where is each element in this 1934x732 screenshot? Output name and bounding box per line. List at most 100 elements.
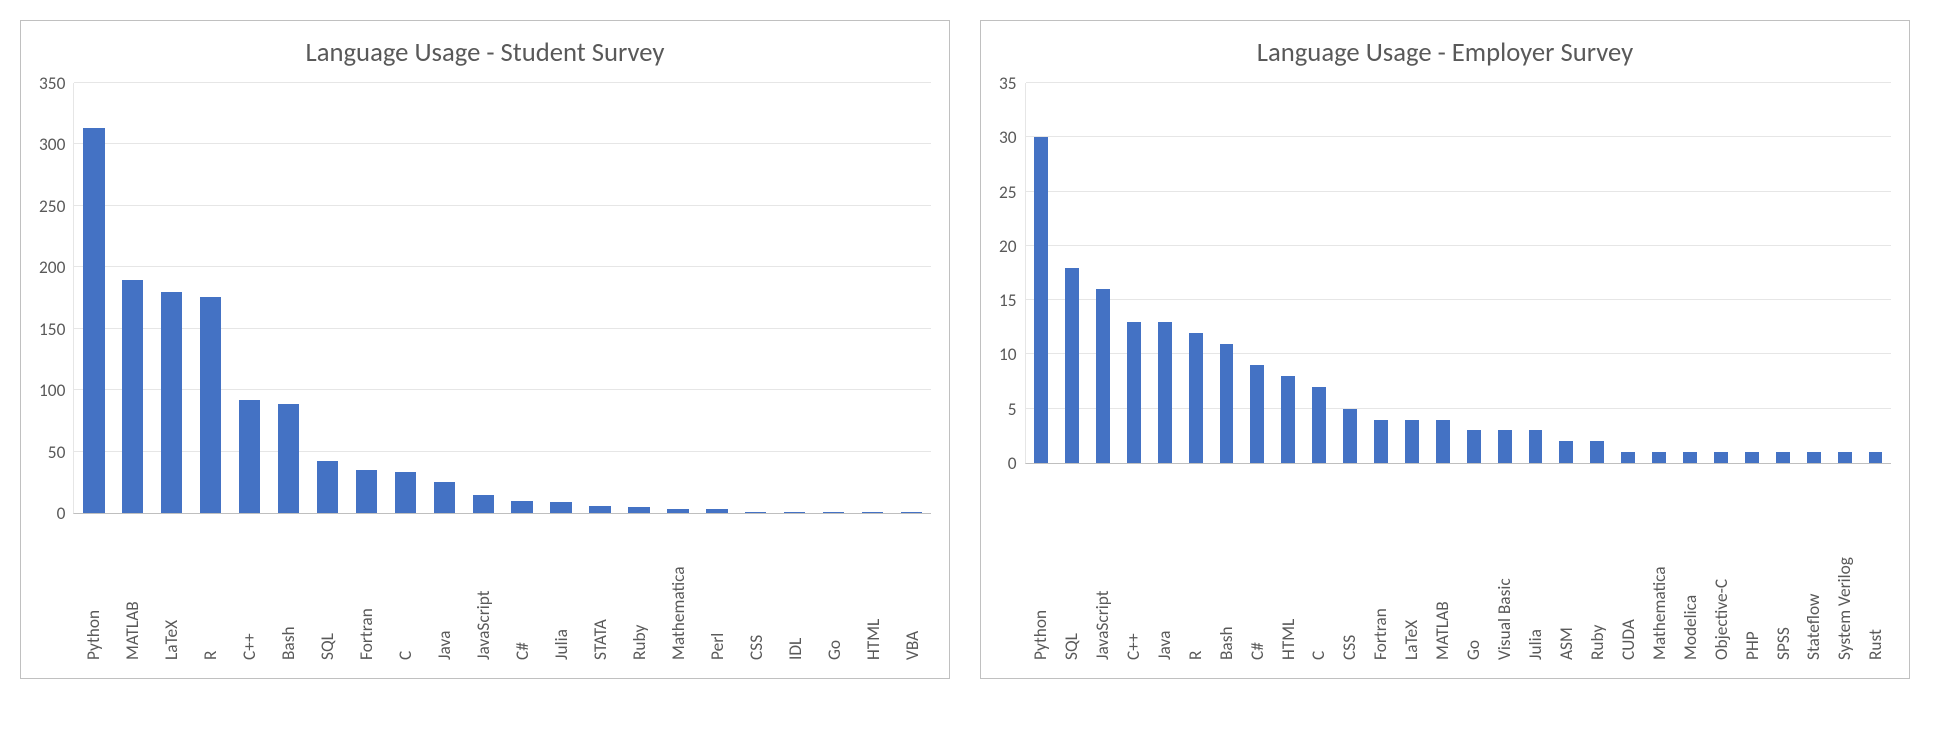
bars-layer — [74, 83, 931, 513]
bar-slot — [1736, 83, 1767, 463]
bar-slot — [1706, 83, 1737, 463]
x-slot: IDL — [775, 520, 814, 660]
bar-slot — [1427, 83, 1458, 463]
x-slot: C# — [1241, 470, 1272, 660]
bar — [1807, 452, 1821, 463]
x-slot: Java — [1148, 470, 1179, 660]
bars-layer — [1026, 83, 1891, 463]
bar — [278, 404, 299, 513]
bar — [1529, 430, 1543, 463]
bar-slot — [814, 83, 853, 513]
x-slot: HTML — [853, 520, 892, 660]
x-slot: VBA — [892, 520, 931, 660]
x-tick-label: Java — [1153, 470, 1175, 660]
bar — [200, 297, 221, 513]
x-slot: R — [1179, 470, 1210, 660]
plot-wrap: PythonMATLABLaTeXRC++BashSQLFortranCJava… — [73, 83, 931, 660]
x-slot: SQL — [307, 520, 346, 660]
x-tick-label: SPSS — [1772, 470, 1794, 660]
bar-slot — [1242, 83, 1273, 463]
bar — [1467, 430, 1481, 463]
x-tick-label: JavaScript — [472, 520, 494, 660]
x-slot: CSS — [1334, 470, 1365, 660]
bar — [1405, 420, 1419, 463]
bar — [862, 512, 883, 513]
bar-slot — [74, 83, 113, 513]
bar — [1683, 452, 1697, 463]
x-slot: Go — [814, 520, 853, 660]
bar-slot — [1118, 83, 1149, 463]
bar — [1158, 322, 1172, 463]
bar-slot — [386, 83, 425, 513]
bar — [1281, 376, 1295, 463]
bar — [745, 512, 766, 513]
x-tick-label: C++ — [1122, 470, 1144, 660]
x-tick-label: Visual Basic — [1493, 470, 1515, 660]
bar — [1096, 289, 1110, 463]
bar — [356, 470, 377, 513]
bar-slot — [1860, 83, 1891, 463]
x-slot: LaTeX — [151, 520, 190, 660]
x-tick-label: MATLAB — [1431, 470, 1453, 660]
bar — [511, 501, 532, 513]
bar-slot — [308, 83, 347, 513]
bar — [1714, 452, 1728, 463]
x-tick-label: HTML — [862, 520, 884, 660]
bar-slot — [503, 83, 542, 513]
bar-slot — [775, 83, 814, 513]
bar — [1838, 452, 1852, 463]
plot-area — [73, 83, 931, 514]
x-tick-label: C# — [1246, 470, 1268, 660]
bar — [317, 461, 338, 513]
x-slot: Fortran — [1365, 470, 1396, 660]
bar — [589, 506, 610, 513]
x-slot: Java — [424, 520, 463, 660]
x-slot: System Verilog — [1829, 470, 1860, 660]
x-tick-label: Python — [82, 520, 104, 660]
x-slot: Objective-C — [1705, 470, 1736, 660]
bar — [83, 128, 104, 513]
bar — [1065, 268, 1079, 463]
chart-panel-student: Language Usage - Student Survey350300250… — [20, 20, 950, 679]
x-tick-label: LaTeX — [1400, 470, 1422, 660]
bar-slot — [1489, 83, 1520, 463]
x-tick-label: IDL — [784, 520, 806, 660]
bar — [122, 280, 143, 513]
x-slot: Fortran — [346, 520, 385, 660]
bar-slot — [269, 83, 308, 513]
x-tick-label: Stateflow — [1802, 470, 1824, 660]
x-tick-label: Go — [1462, 470, 1484, 660]
bar-slot — [113, 83, 152, 513]
bar — [1869, 452, 1883, 463]
bar — [161, 292, 182, 513]
bar-slot — [1798, 83, 1829, 463]
bar — [550, 502, 571, 513]
bar — [1776, 452, 1790, 463]
x-axis: PythonSQLJavaScriptC++JavaRBashC#HTMLCCS… — [1025, 464, 1891, 660]
bar — [1250, 365, 1264, 463]
x-tick-label: Ruby — [628, 520, 650, 660]
bar — [784, 512, 805, 513]
x-tick-label: ASM — [1555, 470, 1577, 660]
bar-slot — [542, 83, 581, 513]
bar-slot — [1026, 83, 1057, 463]
x-slot: SQL — [1056, 470, 1087, 660]
x-tick-label: HTML — [1277, 470, 1299, 660]
bar-slot — [736, 83, 775, 513]
x-tick-label: Go — [823, 520, 845, 660]
x-slot: C++ — [229, 520, 268, 660]
bar — [434, 482, 455, 513]
x-slot: PHP — [1736, 470, 1767, 660]
x-tick-label: Bash — [277, 520, 299, 660]
x-slot: MATLAB — [112, 520, 151, 660]
x-slot: Rust — [1860, 470, 1891, 660]
bar-slot — [1644, 83, 1675, 463]
x-slot: C++ — [1117, 470, 1148, 660]
x-tick-label: Julia — [550, 520, 572, 660]
x-slot: Modelica — [1674, 470, 1705, 660]
x-tick-label: Java — [433, 520, 455, 660]
x-slot: Julia — [541, 520, 580, 660]
bar — [1189, 333, 1203, 463]
y-axis: 350300250200150100500 — [39, 83, 73, 513]
plot-wrap: PythonSQLJavaScriptC++JavaRBashC#HTMLCCS… — [1025, 83, 1891, 660]
